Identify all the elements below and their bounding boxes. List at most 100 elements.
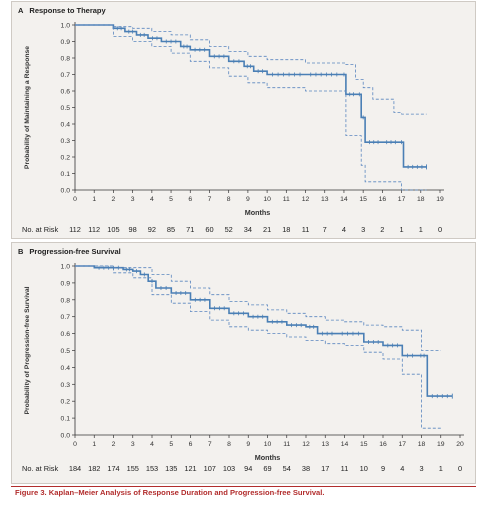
y-tick-label: 0.0: [61, 433, 71, 440]
panel-a: A Response to Therapy 0.0 0.1 0.2 0.3 0.4 0.5 0…: [11, 1, 476, 239]
at-risk-value: 103: [223, 464, 235, 473]
x-tick-label: 5: [169, 196, 173, 203]
x-tick-label: 10: [263, 196, 271, 203]
caption-text: Kaplan–Meier Analysis of Response Durati…: [48, 488, 325, 497]
y-tick-label: 0.8: [61, 297, 71, 304]
x-tick-label: 15: [360, 441, 368, 448]
at-risk-value: 54: [283, 464, 291, 473]
at-risk-value: 98: [129, 225, 137, 234]
at-risk-value: 94: [244, 464, 252, 473]
km-lower-ci-curve: [75, 24, 427, 191]
at-risk-value: 3: [361, 225, 365, 234]
at-risk-value: 92: [148, 225, 156, 234]
x-tick-label: 6: [189, 441, 193, 448]
at-risk-value: 1: [419, 225, 423, 234]
x-tick-label: 14: [341, 441, 349, 448]
y-tick-label: 1.0: [61, 264, 71, 271]
at-risk-value: 107: [204, 464, 216, 473]
at-risk-value: 1: [439, 464, 443, 473]
y-tick-label: 0.2: [61, 399, 71, 406]
at-risk-value: 1: [400, 225, 404, 234]
panel-a-title-text: Response to Therapy: [29, 6, 106, 15]
km-upper-ci-curve: [75, 265, 441, 351]
y-tick-label: 0.9: [61, 39, 71, 46]
panel-b-letter: B: [18, 247, 24, 256]
y-tick-label: 1.0: [61, 23, 71, 30]
at-risk-value: 155: [127, 464, 139, 473]
km-chart-response: 0.00.10.20.30.40.50.60.70.80.91.00 1 2 3 4 5 6…: [22, 22, 444, 234]
at-risk-value: 0: [438, 225, 442, 234]
y-tick-label: 0.3: [61, 138, 71, 145]
x-tick-label: 19: [437, 441, 445, 448]
x-tick-label: 0: [73, 196, 77, 203]
at-risk-value: 105: [107, 225, 119, 234]
y-axis-title: Probability of Progression-free Survival: [24, 286, 31, 414]
panel-b-title-text: Progression-free Survival: [29, 247, 121, 256]
x-tick-label: 10: [264, 441, 272, 448]
caption-label: Figure 3.: [15, 488, 47, 497]
x-tick-label: 11: [283, 196, 290, 203]
x-tick-label: 2: [112, 441, 116, 448]
at-risk-value: 69: [263, 464, 271, 473]
x-tick-label: 7: [208, 196, 212, 203]
at-risk-value: 7: [323, 225, 327, 234]
x-axis-title: Months: [255, 453, 281, 462]
y-tick-label: 0.1: [61, 171, 71, 178]
y-tick-label: 0.2: [61, 155, 71, 162]
y-tick-label: 0.1: [61, 416, 71, 423]
y-tick-label: 0.6: [61, 331, 71, 338]
x-tick-label: 20: [456, 441, 464, 448]
at-risk-value: 121: [184, 464, 196, 473]
km-chart-pfs: 0.00.10.20.30.40.50.60.70.80.91.00 1 2 3 4 5 6…: [22, 263, 464, 473]
km-estimate-curve: [75, 24, 427, 168]
at-risk-label: No. at Risk: [22, 464, 58, 473]
x-tick-label: 8: [227, 196, 231, 203]
x-tick-label: 3: [131, 196, 135, 203]
x-tick-label: 5: [169, 441, 173, 448]
x-tick-label: 17: [398, 441, 406, 448]
at-risk-value: 182: [88, 464, 100, 473]
x-tick-label: 8: [227, 441, 231, 448]
at-risk-value: 52: [225, 225, 233, 234]
at-risk-value: 4: [400, 464, 404, 473]
x-tick-label: 3: [131, 441, 135, 448]
at-risk-value: 18: [282, 225, 290, 234]
panel-a-letter: A: [18, 6, 24, 15]
x-tick-label: 7: [208, 441, 212, 448]
y-tick-label: 0.3: [61, 382, 71, 389]
at-risk-value: 9: [381, 464, 385, 473]
at-risk-value: 34: [244, 225, 252, 234]
y-tick-label: 0.5: [61, 348, 71, 355]
at-risk-value: 71: [186, 225, 194, 234]
x-tick-label: 12: [302, 196, 310, 203]
x-tick-label: 4: [150, 196, 154, 203]
at-risk-value: 112: [69, 225, 81, 234]
x-tick-label: 15: [359, 196, 367, 203]
at-risk-value: 184: [69, 464, 81, 473]
panel-b-title: B Progression-free Survival: [18, 247, 121, 256]
at-risk-label: No. at Risk: [22, 225, 58, 234]
x-tick-label: 1: [92, 441, 96, 448]
x-tick-label: 13: [321, 441, 329, 448]
x-tick-label: 19: [436, 196, 444, 203]
at-risk-value: 3: [419, 464, 423, 473]
x-tick-label: 6: [188, 196, 192, 203]
y-axis-title: Probability of Maintaining a Response: [24, 46, 31, 169]
at-risk-value: 153: [146, 464, 158, 473]
at-risk-value: 11: [341, 464, 349, 473]
x-tick-label: 12: [302, 441, 310, 448]
at-risk-value: 21: [263, 225, 271, 234]
x-tick-label: 17: [398, 196, 406, 203]
at-risk-value: 135: [165, 464, 177, 473]
at-risk-value: 10: [360, 464, 368, 473]
figure-caption: Figure 3. Kaplan–Meier Analysis of Respo…: [11, 486, 476, 505]
x-tick-label: 11: [283, 441, 290, 448]
x-tick-label: 18: [418, 441, 426, 448]
y-tick-label: 0.7: [61, 72, 71, 79]
y-tick-label: 0.4: [61, 365, 71, 372]
at-risk-value: 38: [302, 464, 310, 473]
y-tick-label: 0.5: [61, 105, 71, 112]
at-risk-value: 17: [321, 464, 329, 473]
caption-rule: [11, 486, 476, 487]
